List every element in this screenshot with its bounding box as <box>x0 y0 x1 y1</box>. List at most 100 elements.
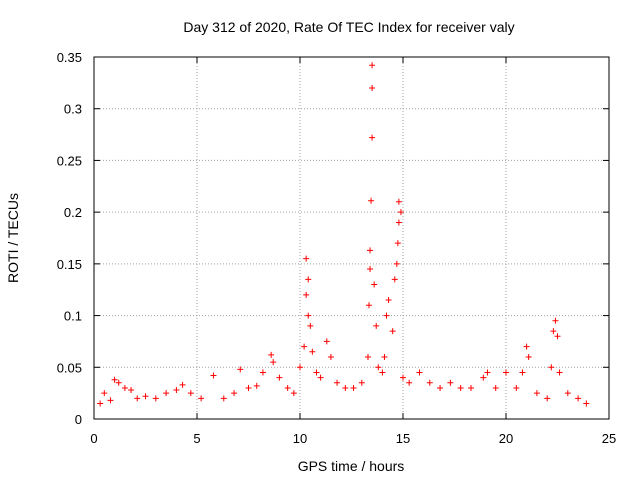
data-point <box>525 353 532 360</box>
data-point <box>467 384 474 391</box>
data-point <box>152 395 159 402</box>
data-point <box>198 395 205 402</box>
data-point <box>457 384 464 391</box>
data-point <box>548 364 555 371</box>
data-point <box>375 364 382 371</box>
data-point <box>395 198 402 205</box>
data-point <box>309 348 316 355</box>
data-point <box>366 302 373 309</box>
data-point <box>173 387 180 394</box>
chart-title: Day 312 of 2020, Rate Of TEC Index for r… <box>183 19 514 35</box>
data-point <box>391 276 398 283</box>
data-point <box>259 369 266 376</box>
data-point <box>334 379 341 386</box>
data-point <box>163 390 170 397</box>
y-tick-label: 0 <box>75 412 82 427</box>
data-point <box>523 343 530 350</box>
data-point <box>550 328 557 335</box>
y-tick-label: 0.3 <box>64 102 82 117</box>
data-point <box>426 379 433 386</box>
data-point <box>128 387 135 394</box>
x-tick-label: 10 <box>293 431 307 446</box>
y-tick-label: 0.1 <box>64 309 82 324</box>
x-tick-label: 0 <box>90 431 97 446</box>
data-point <box>220 395 227 402</box>
data-point <box>381 353 388 360</box>
data-point <box>389 328 396 335</box>
data-point <box>564 390 571 397</box>
data-point <box>237 366 244 373</box>
data-point <box>270 359 277 366</box>
y-tick-label: 0.15 <box>57 257 82 272</box>
x-tick-label: 25 <box>602 431 616 446</box>
grid-layer <box>94 57 609 419</box>
data-point <box>519 369 526 376</box>
data-point <box>492 384 499 391</box>
data-point <box>544 395 551 402</box>
data-point <box>323 338 330 345</box>
x-tick-label: 5 <box>193 431 200 446</box>
data-point <box>583 400 590 407</box>
data-point <box>369 62 376 69</box>
data-point <box>301 343 308 350</box>
data-point <box>290 390 297 397</box>
data-point <box>367 247 374 254</box>
data-point <box>480 374 487 381</box>
plot-frame <box>93 56 610 420</box>
data-layer <box>97 62 590 407</box>
x-axis-label: GPS time / hours <box>298 458 405 474</box>
data-point <box>313 369 320 376</box>
data-point <box>395 219 402 226</box>
data-point <box>305 312 312 319</box>
data-point <box>358 379 365 386</box>
data-point <box>268 351 275 358</box>
data-point <box>210 372 217 379</box>
data-point <box>307 322 314 329</box>
data-point <box>107 397 114 404</box>
data-point <box>369 134 376 141</box>
data-point <box>317 374 324 381</box>
data-point <box>575 395 582 402</box>
x-tick-label: 15 <box>396 431 410 446</box>
data-point <box>364 353 371 360</box>
data-point <box>447 379 454 386</box>
data-point <box>134 395 141 402</box>
data-point <box>406 379 413 386</box>
x-tick-label: 20 <box>499 431 513 446</box>
data-point <box>397 209 404 216</box>
data-point <box>142 393 149 400</box>
data-point <box>416 369 423 376</box>
data-point <box>303 291 310 298</box>
data-point <box>484 369 491 376</box>
data-point <box>371 281 378 288</box>
data-point <box>303 255 310 262</box>
data-point <box>552 317 559 324</box>
data-point <box>369 85 376 92</box>
data-point <box>556 369 563 376</box>
data-point <box>368 197 375 204</box>
data-point <box>437 384 444 391</box>
data-point <box>253 382 260 389</box>
data-point <box>115 379 122 386</box>
data-point <box>305 276 312 283</box>
data-point <box>276 374 283 381</box>
data-point <box>245 384 252 391</box>
data-point <box>101 390 108 397</box>
y-axis-label: ROTI / TECUs <box>5 193 21 283</box>
data-point <box>503 369 509 376</box>
data-point <box>350 384 357 391</box>
data-point <box>342 384 349 391</box>
data-point <box>284 384 291 391</box>
data-point <box>533 390 540 397</box>
data-point <box>379 369 386 376</box>
data-point <box>297 364 303 371</box>
data-point <box>383 312 390 319</box>
tick-layer: 0 5 10 15 20 25 0 0.05 0.1 0.15 0.2 0.25 0.3 0.35 <box>57 50 617 446</box>
data-point <box>231 390 238 397</box>
data-point <box>513 384 520 391</box>
data-point <box>400 374 406 381</box>
data-point <box>554 333 561 340</box>
data-point <box>97 400 104 407</box>
